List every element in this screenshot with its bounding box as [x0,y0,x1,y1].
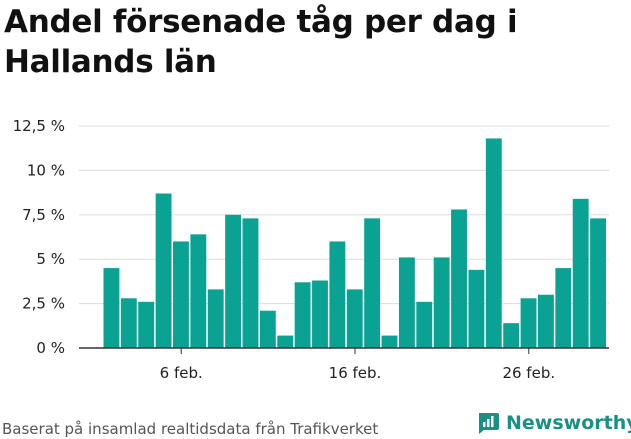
bar [381,335,398,348]
newsworthy-logo-icon [479,413,499,434]
brand-name: Newsworthy [506,412,631,434]
x-tick-label: 16 feb. [329,364,382,382]
bar [346,289,363,348]
y-tick-label: 7,5 % [22,206,65,224]
bar [190,234,207,348]
bar [173,241,189,348]
y-tick-label: 10 % [27,161,65,179]
bar [138,301,155,348]
bar [398,257,415,348]
bar [590,218,606,348]
bar [416,301,433,348]
bar [259,310,276,348]
bar [207,289,224,348]
bar [572,198,589,348]
bar [225,214,242,348]
y-tick-label: 0 % [36,339,65,357]
bar [451,209,467,348]
y-tick-label: 2,5 % [22,295,65,313]
bar [555,268,572,348]
y-tick-label: 5 % [36,250,65,268]
bar [242,218,259,348]
bar [294,282,311,348]
bar [329,241,346,348]
bar [120,298,137,348]
bar [520,298,537,348]
bar [103,268,120,348]
bar [312,280,328,348]
bar [277,335,294,348]
brand-logo[interactable]: Newsworthy [476,409,631,437]
bar [364,218,381,348]
x-tick-label: 26 feb. [502,364,555,382]
bar [468,269,485,348]
bar [433,257,450,348]
source-note: Baserat på insamlad realtidsdata från Tr… [2,420,379,438]
chart-title: Andel försenade tåg per dag i Hallands l… [4,4,518,80]
y-tick-label: 12,5 % [13,117,65,135]
bar [503,323,520,348]
bar [537,294,554,348]
bar [485,138,502,348]
bar [155,193,172,348]
x-tick-label: 6 feb. [160,364,203,382]
